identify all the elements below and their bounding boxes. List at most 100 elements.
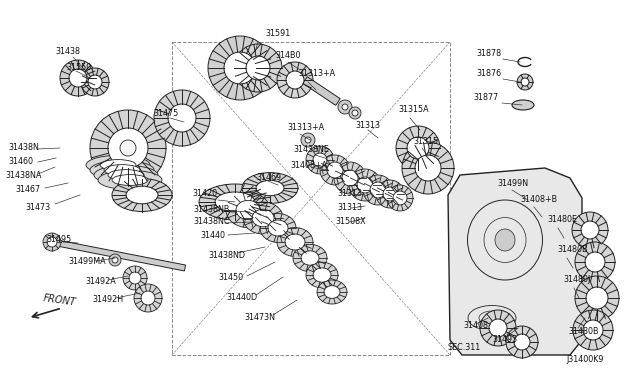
- Ellipse shape: [277, 228, 313, 256]
- Ellipse shape: [317, 280, 347, 304]
- Text: 31499N: 31499N: [497, 179, 528, 187]
- Circle shape: [383, 187, 397, 201]
- Circle shape: [349, 169, 381, 201]
- Text: 31438NE: 31438NE: [293, 145, 329, 154]
- Circle shape: [583, 320, 603, 340]
- Circle shape: [363, 175, 393, 205]
- Circle shape: [402, 142, 454, 194]
- Circle shape: [327, 162, 343, 178]
- Polygon shape: [303, 77, 340, 105]
- Circle shape: [581, 221, 599, 239]
- Ellipse shape: [242, 173, 298, 203]
- Circle shape: [393, 191, 407, 205]
- Circle shape: [517, 74, 533, 90]
- Circle shape: [342, 104, 348, 110]
- Circle shape: [370, 182, 386, 198]
- Circle shape: [224, 52, 256, 84]
- Circle shape: [396, 126, 440, 170]
- Circle shape: [352, 110, 358, 116]
- Ellipse shape: [313, 268, 331, 282]
- Circle shape: [415, 155, 441, 181]
- Text: 31492H: 31492H: [92, 295, 123, 305]
- Ellipse shape: [236, 201, 260, 219]
- Text: 31473: 31473: [25, 202, 50, 212]
- Ellipse shape: [90, 160, 154, 180]
- Text: 31480J: 31480J: [563, 276, 590, 285]
- Circle shape: [306, 146, 334, 174]
- Circle shape: [357, 177, 373, 193]
- Circle shape: [208, 36, 272, 100]
- Ellipse shape: [100, 160, 136, 170]
- Text: 31475: 31475: [153, 109, 179, 118]
- Text: 31313: 31313: [355, 121, 380, 129]
- Text: FRONT: FRONT: [42, 294, 76, 308]
- Ellipse shape: [112, 179, 172, 212]
- Circle shape: [320, 155, 350, 185]
- Ellipse shape: [94, 166, 158, 185]
- Circle shape: [376, 180, 404, 208]
- Ellipse shape: [260, 214, 296, 243]
- Circle shape: [585, 252, 605, 272]
- Text: 31878: 31878: [476, 48, 501, 58]
- Text: 31492A: 31492A: [85, 278, 116, 286]
- Circle shape: [286, 71, 304, 89]
- Text: J31400K9: J31400K9: [566, 356, 604, 365]
- Text: 31438NB: 31438NB: [193, 205, 229, 214]
- Circle shape: [47, 237, 57, 247]
- Ellipse shape: [126, 186, 158, 204]
- Circle shape: [586, 287, 608, 309]
- Ellipse shape: [285, 234, 305, 250]
- Text: 31315A: 31315A: [398, 106, 429, 115]
- Circle shape: [338, 100, 352, 114]
- Ellipse shape: [293, 244, 327, 272]
- Ellipse shape: [512, 100, 534, 110]
- Circle shape: [109, 254, 121, 266]
- Circle shape: [313, 153, 327, 167]
- Text: 31550: 31550: [66, 62, 92, 71]
- Circle shape: [575, 242, 615, 282]
- Ellipse shape: [226, 192, 270, 228]
- Ellipse shape: [268, 220, 288, 236]
- Ellipse shape: [108, 170, 144, 180]
- Ellipse shape: [86, 155, 150, 174]
- Circle shape: [301, 133, 315, 147]
- Ellipse shape: [215, 192, 255, 212]
- Circle shape: [90, 110, 166, 186]
- Circle shape: [573, 310, 613, 350]
- Circle shape: [342, 170, 358, 186]
- Circle shape: [277, 62, 313, 98]
- Text: 31440: 31440: [200, 231, 225, 240]
- Ellipse shape: [104, 164, 140, 176]
- Text: 31495: 31495: [46, 235, 71, 244]
- Circle shape: [108, 128, 148, 168]
- Circle shape: [154, 90, 210, 146]
- Circle shape: [129, 272, 141, 284]
- Circle shape: [521, 78, 529, 86]
- Ellipse shape: [252, 209, 274, 227]
- Circle shape: [134, 284, 162, 312]
- Text: 31480E: 31480E: [547, 215, 577, 224]
- Text: 31473N: 31473N: [244, 314, 275, 323]
- Text: 31467: 31467: [15, 186, 40, 195]
- Text: 31438NC: 31438NC: [193, 218, 230, 227]
- Text: SEC.311: SEC.311: [448, 343, 481, 353]
- Text: 31408: 31408: [463, 321, 488, 330]
- Circle shape: [234, 44, 282, 92]
- Ellipse shape: [301, 251, 319, 265]
- Ellipse shape: [495, 229, 515, 251]
- Text: 31438N: 31438N: [8, 142, 39, 151]
- Circle shape: [349, 107, 361, 119]
- Text: 31315: 31315: [413, 138, 438, 147]
- Ellipse shape: [324, 286, 340, 298]
- Circle shape: [69, 69, 87, 87]
- Text: 31313+A: 31313+A: [287, 124, 324, 132]
- Polygon shape: [448, 168, 582, 355]
- Polygon shape: [51, 239, 186, 271]
- Circle shape: [43, 233, 61, 251]
- Ellipse shape: [112, 174, 148, 185]
- Text: 314B0: 314B0: [275, 51, 301, 60]
- Circle shape: [575, 276, 619, 320]
- Circle shape: [113, 133, 143, 163]
- Text: 31313: 31313: [337, 189, 362, 198]
- Circle shape: [246, 56, 270, 80]
